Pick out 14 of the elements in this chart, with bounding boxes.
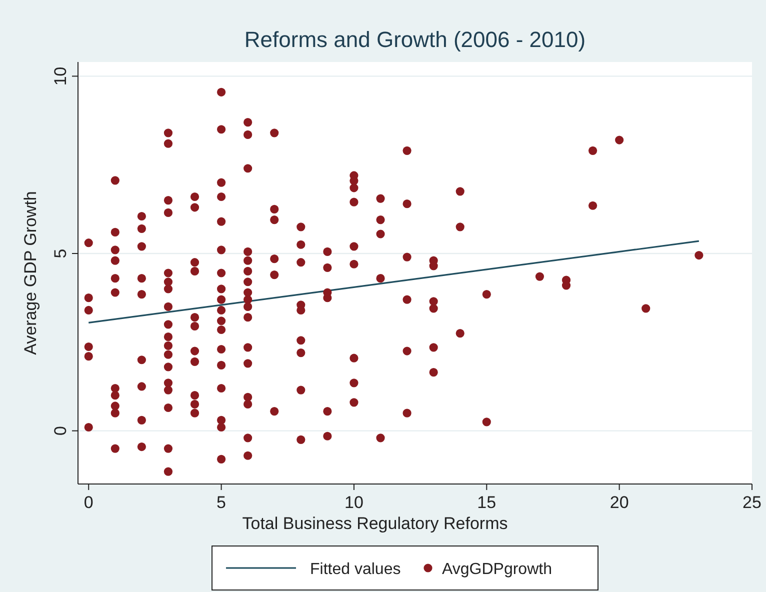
x-axis-title: Total Business Regulatory Reforms — [242, 514, 508, 533]
x-tick-label: 25 — [742, 493, 762, 512]
legend-label: Fitted values — [310, 561, 401, 578]
x-tick-label: 20 — [610, 493, 629, 512]
x-tick-label: 10 — [344, 493, 364, 512]
y-tick-label: 5 — [51, 248, 70, 258]
chart-title: Reforms and Growth (2006 - 2010) — [244, 27, 586, 52]
y-axis-title: Average GDP Growth — [21, 191, 40, 355]
x-tick-label: 5 — [216, 493, 226, 512]
y-tick-label: 10 — [51, 66, 70, 86]
x-tick-label: 15 — [477, 493, 496, 512]
x-tick-label: 0 — [84, 493, 94, 512]
legend-label: AvgGDPgrowth — [442, 561, 552, 578]
y-tick-label: 0 — [51, 426, 70, 436]
